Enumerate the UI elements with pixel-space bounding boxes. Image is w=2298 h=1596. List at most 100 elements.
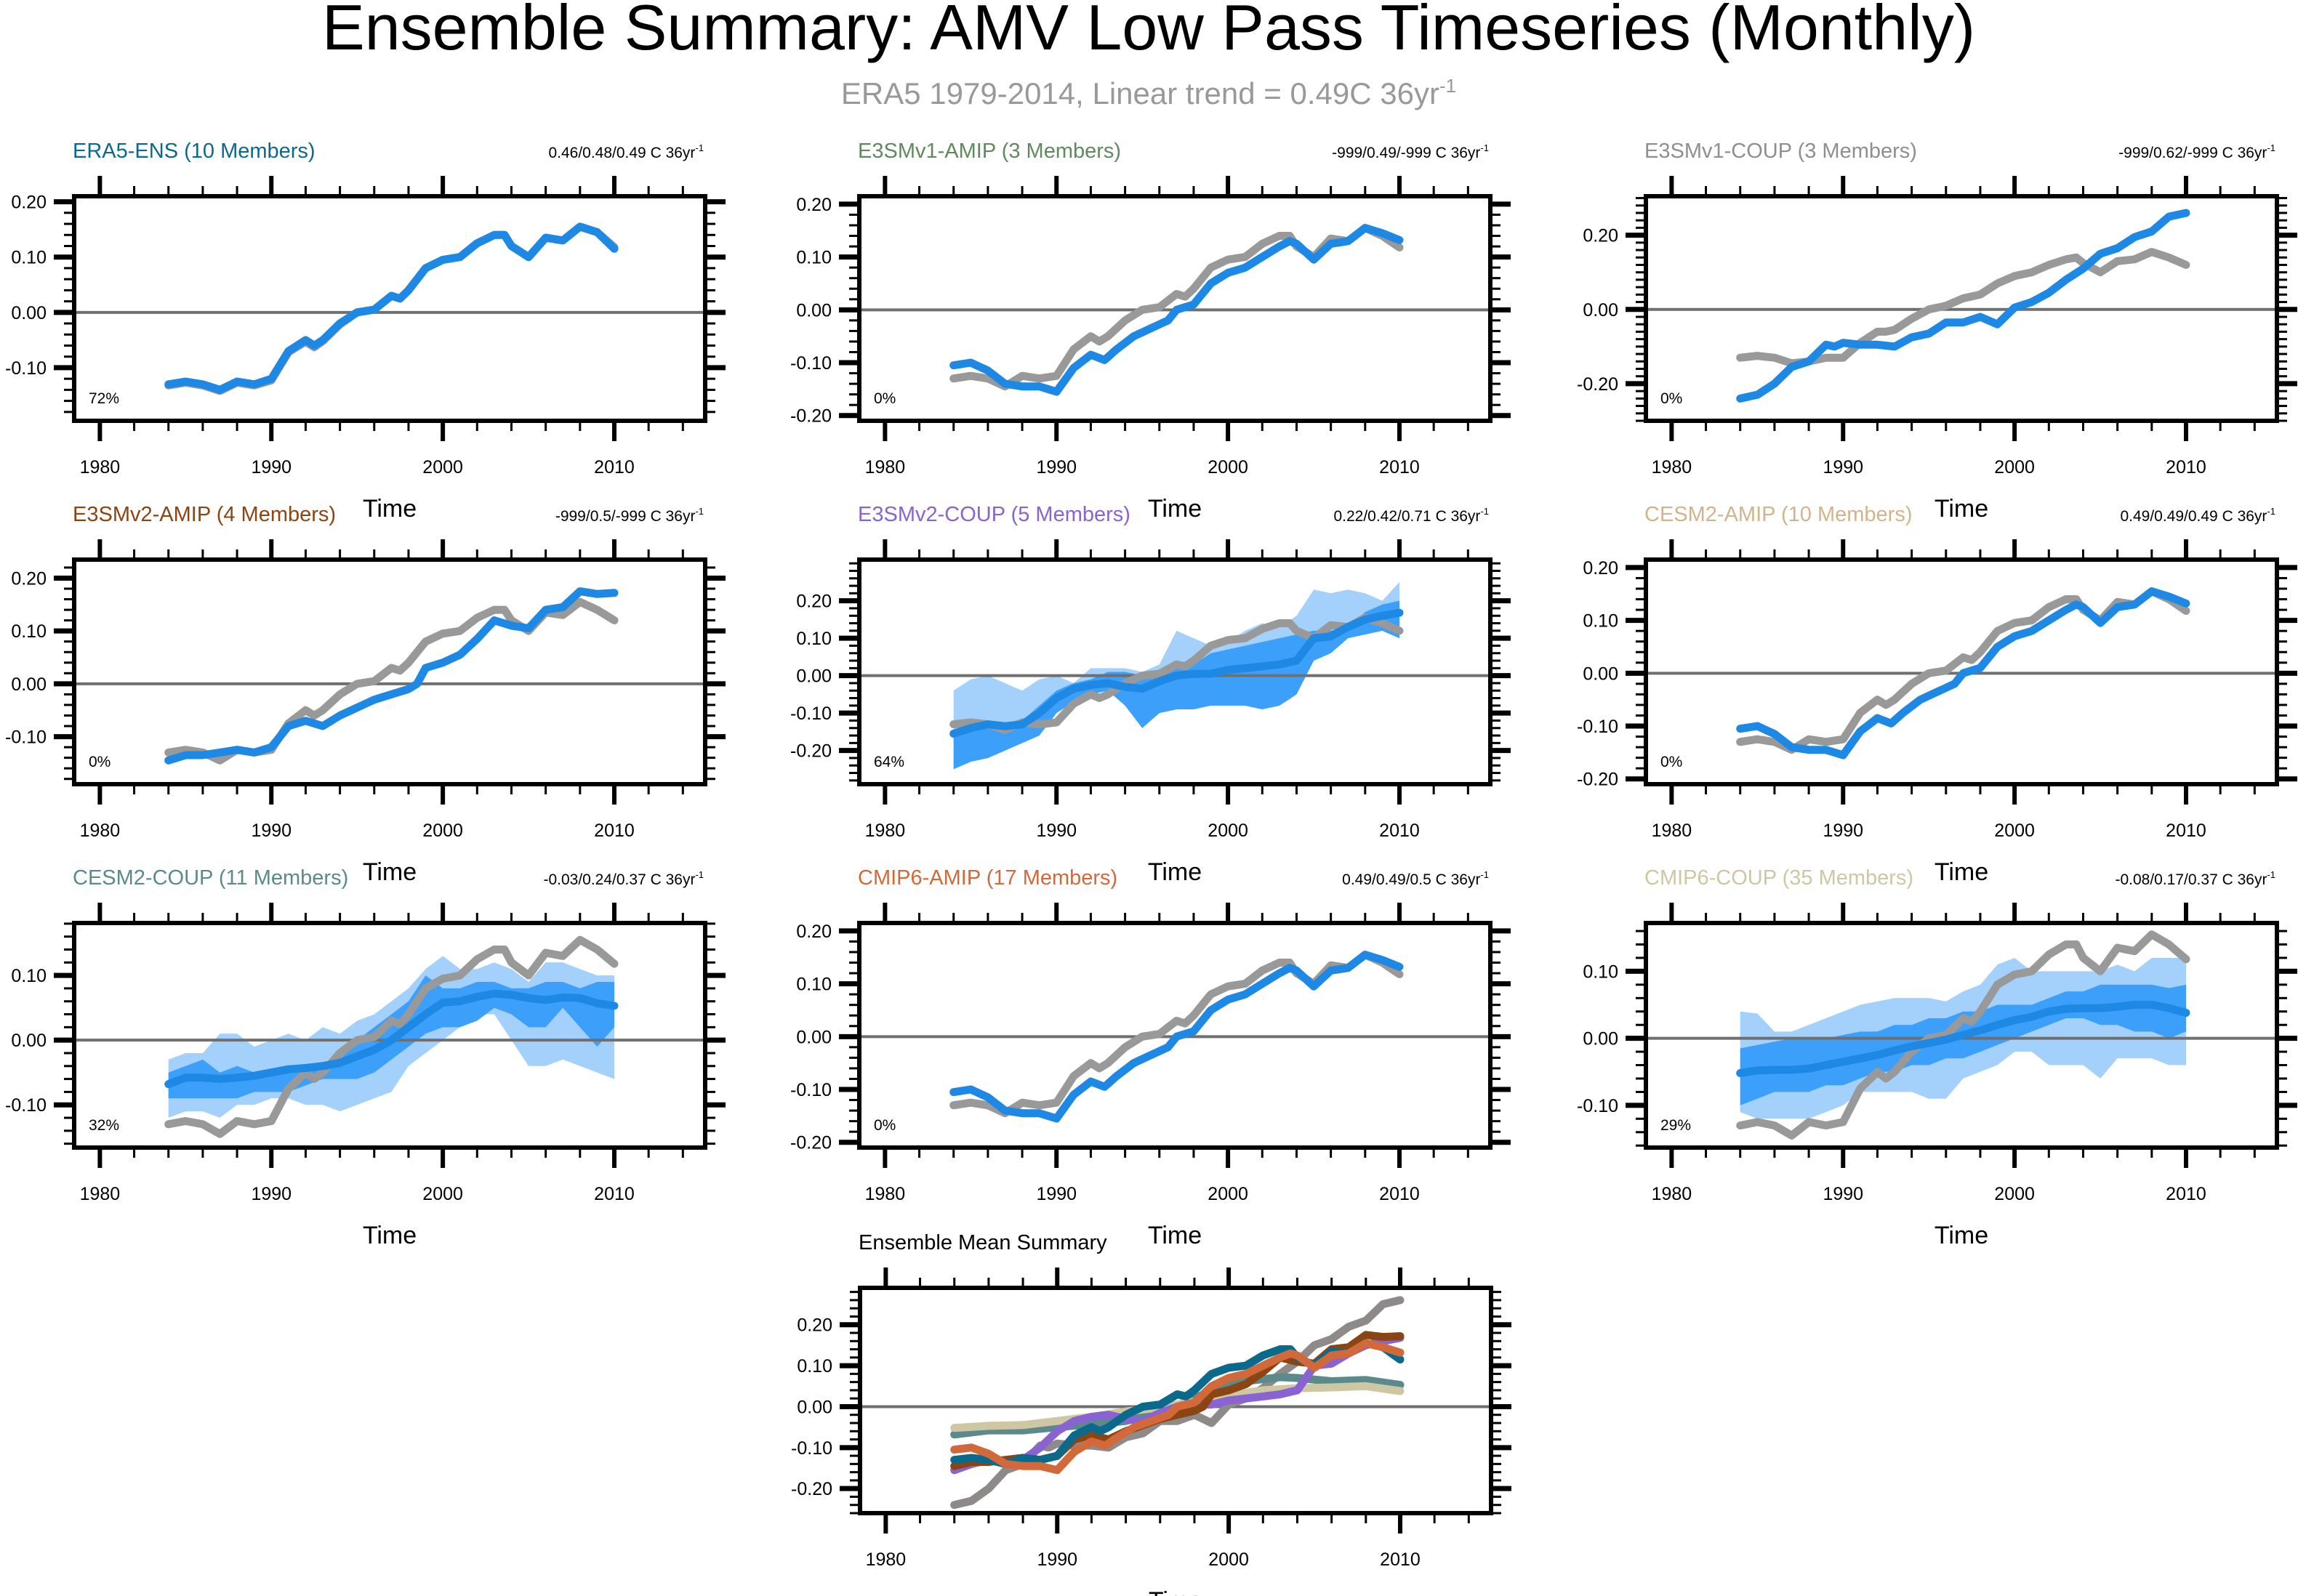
plot-area [859,951,1490,1123]
y-tick-label: -0.20 [790,406,832,427]
spread-inner-band [953,600,1399,770]
x-tick-label: 2000 [1208,1184,1248,1204]
y-tick-label: 0.00 [11,303,47,323]
trend-value: 0.49/0.49/0.49 C 36yr [2120,508,2267,525]
panel-era5-ens: 1980 1990 2000 2010 -0.10 0.00 0.10 0.20 Time ERA… [5,140,726,523]
y-tick-label: 0.10 [796,629,832,649]
x-tick-label: 2010 [2166,821,2206,841]
y-tick-label: 0.00 [797,1397,832,1417]
panel-e3smv2-amip: 1980 1990 2000 2010 -0.10 0.00 0.10 0.20 Time E3S… [5,503,726,886]
y-tick-label: 0.10 [796,975,832,995]
x-tick-label: 1980 [865,821,906,841]
trend-exponent: -1 [695,869,704,880]
x-tick-label: 2010 [1379,457,1420,477]
trend-label: -0.03/0.24/0.37 C 36yr-1 [543,869,704,888]
panel-title: E3SMv1-AMIP (3 Members) [858,140,1121,163]
trend-label: 0.22/0.42/0.71 C 36yr-1 [1333,506,1489,525]
y-tick-label: 0.00 [1583,1029,1618,1049]
percent-label: 0% [874,1117,896,1134]
y-tick-label: 0.20 [11,568,47,589]
plot-area [74,587,705,765]
panel-title: CMIP6-AMIP (17 Members) [858,866,1117,890]
x-tick-label: 1990 [1823,457,1863,477]
panel-title: E3SMv2-COUP (5 Members) [858,503,1130,526]
trend-exponent: -1 [695,142,704,153]
percent-label: 0% [89,754,111,770]
y-tick-label: 0.10 [11,248,47,268]
x-axis-label: Time [1148,495,1202,523]
ensemble-mean-line [164,989,619,1089]
x-tick-label: 1990 [1036,821,1077,841]
trend-value: 0.46/0.48/0.49 C 36yr [548,145,695,161]
trend-value: -999/0.49/-999 C 36yr [1332,145,1480,161]
figure-subtitle-sup: -1 [1439,75,1456,97]
trend-label: -0.08/0.17/0.37 C 36yr-1 [2115,869,2275,888]
x-tick-label: 2010 [2166,1184,2206,1204]
y-tick-label: 0.20 [1583,558,1618,579]
x-tick-label: 1980 [80,821,121,841]
percent-label: 32% [89,1117,119,1134]
x-tick-label: 1990 [251,821,292,841]
observed-line [164,597,619,765]
y-tick-label: 0.10 [11,621,47,642]
y-tick-label: 0.00 [11,674,47,695]
x-tick-label: 1990 [1823,821,1863,841]
percent-label: 64% [874,754,904,770]
panels: 1980 1990 2000 2010 -0.10 0.00 0.10 0.20 Time ERA… [5,140,2297,1596]
x-tick-label: 2010 [1380,1549,1421,1570]
y-tick-label: -0.20 [790,1133,832,1153]
x-tick-label: 2000 [1994,1184,2035,1204]
plot-area [74,935,705,1138]
x-axis-label: Time [363,495,417,523]
ensemble-mean-line [1736,587,2190,759]
x-tick-label: 1980 [866,1549,907,1570]
panel-e3smv2-coup: 1980 1990 2000 2010 -0.20 -0.10 0.00 0.10 0.20 Ti… [790,503,1511,886]
x-tick-label: 2000 [1994,821,2035,841]
trend-exponent: -1 [2267,142,2275,153]
panel-title: E3SMv1-COUP (3 Members) [1644,140,1917,163]
y-tick-label: 0.20 [797,1315,832,1336]
y-tick-label: -0.10 [5,358,47,379]
x-tick-label: 1980 [1652,457,1692,477]
plot-frame [72,921,707,1150]
figure-subtitle-main: ERA5 1979-2014, Linear trend = 0.49C 36y… [841,76,1439,110]
x-tick-label: 2010 [1379,1184,1420,1204]
ensemble-mean-line [1736,1001,2190,1078]
x-axis-label: Time [363,858,417,886]
panel-title: E3SMv2-AMIP (4 Members) [73,503,336,526]
trend-exponent: -1 [2267,869,2275,880]
x-tick-label: 2010 [1379,821,1420,841]
x-axis-label: Time [363,1222,417,1249]
trend-label: -999/0.49/-999 C 36yr-1 [1332,142,1489,161]
observed-line [1736,248,2190,368]
x-tick-label: 1990 [251,1184,292,1204]
trend-exponent: -1 [2267,506,2275,517]
panel-cmip6-amip: 1980 1990 2000 2010 -0.20 -0.10 0.00 0.10 0.20 Ti… [790,866,1511,1249]
ensemble-mean-line [949,224,1404,396]
y-tick-label: 0.20 [796,922,832,942]
x-tick-label: 2010 [594,821,635,841]
panel-title: CESM2-AMIP (10 Members) [1644,503,1913,526]
x-axis-label: Time [1148,1222,1202,1249]
x-tick-label: 2010 [594,457,635,477]
percent-label: 72% [89,390,119,407]
panel-title: CESM2-COUP (11 Members) [73,866,348,890]
figure-subtitle: ERA5 1979-2014, Linear trend = 0.49C 36y… [841,75,1456,110]
plot-area [859,581,1490,770]
x-tick-label: 2000 [1208,821,1248,841]
x-tick-label: 1980 [865,457,906,477]
plot-frame [1644,921,2279,1150]
x-tick-label: 1990 [1823,1184,1863,1204]
observed-line [1736,930,2190,1140]
x-tick-label: 1980 [80,1184,121,1204]
x-tick-label: 2000 [422,1184,463,1204]
y-tick-label: 0.00 [796,300,832,321]
spread-inner-band [1740,984,2186,1105]
y-tick-label: -0.20 [791,1479,832,1499]
trend-exponent: -1 [695,506,704,517]
y-tick-label: 0.10 [797,1356,832,1377]
x-axis-label: Time [1935,858,1988,886]
figure-title: Ensemble Summary: AMV Low Pass Timeserie… [322,0,1975,63]
plot-area [1646,209,2277,403]
plot-area [860,1296,1491,1510]
